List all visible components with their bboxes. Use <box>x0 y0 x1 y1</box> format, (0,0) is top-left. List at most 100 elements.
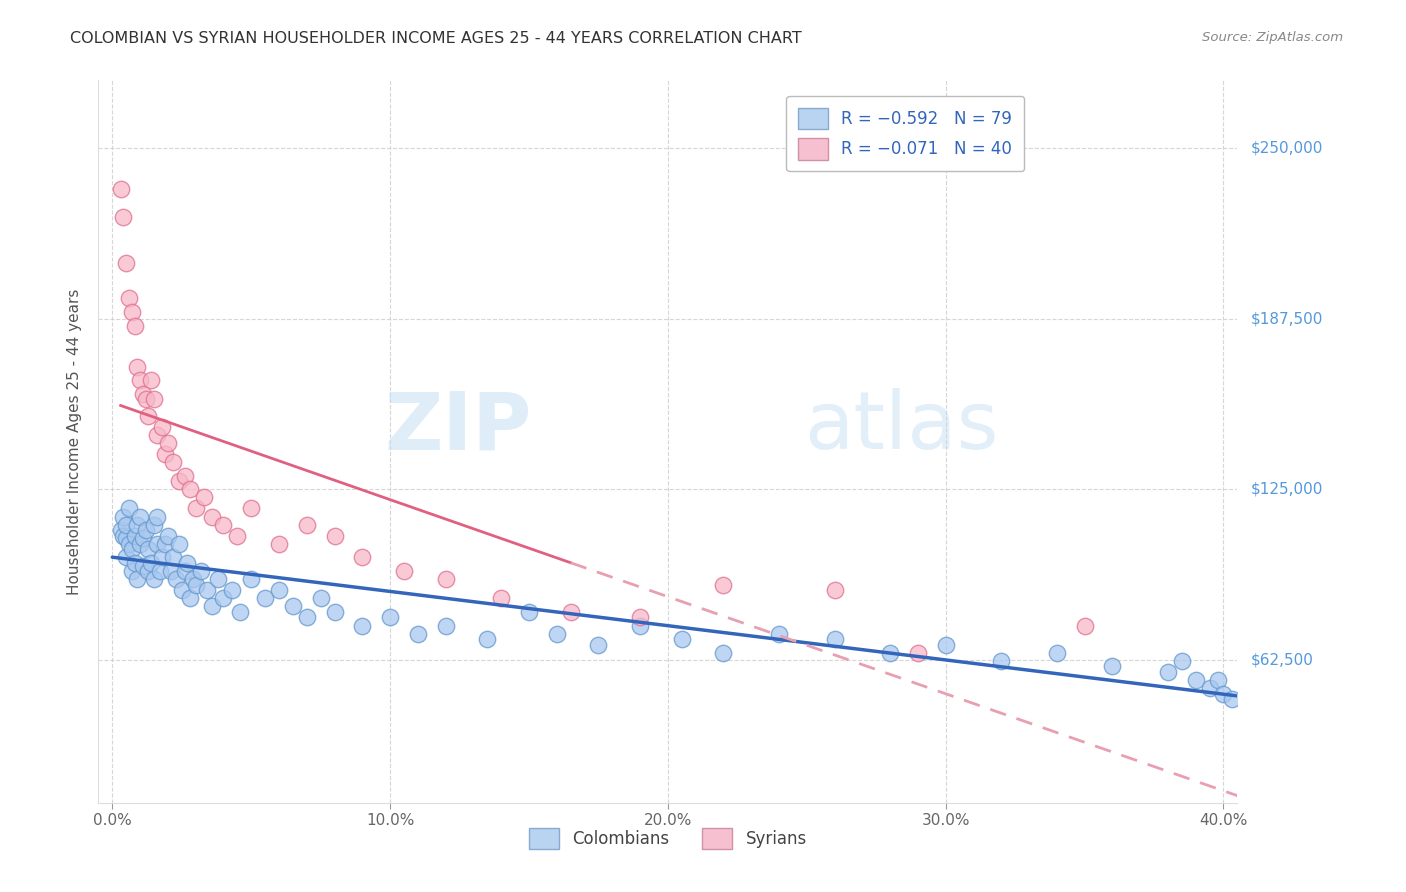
Point <box>212 591 235 606</box>
Point <box>159 564 181 578</box>
Point <box>628 610 651 624</box>
Point <box>267 583 290 598</box>
Point <box>143 572 166 586</box>
Point <box>434 618 457 632</box>
Point <box>124 318 146 333</box>
Point <box>110 523 132 537</box>
Point <box>173 468 195 483</box>
Text: $125,000: $125,000 <box>1251 482 1323 497</box>
Point <box>135 392 157 407</box>
Point <box>124 556 146 570</box>
Point <box>207 572 229 586</box>
Point <box>124 528 146 542</box>
Point <box>162 455 184 469</box>
Point <box>118 292 141 306</box>
Point <box>150 550 173 565</box>
Point <box>201 599 224 614</box>
Point <box>935 638 957 652</box>
Point <box>129 509 152 524</box>
Point <box>352 550 374 565</box>
Point <box>281 599 304 614</box>
Point <box>153 447 176 461</box>
Point <box>323 605 346 619</box>
Point <box>226 528 249 542</box>
Point <box>1046 646 1069 660</box>
Point <box>1212 687 1234 701</box>
Point <box>127 572 149 586</box>
Point <box>167 537 190 551</box>
Point <box>1206 673 1229 687</box>
Point <box>184 577 207 591</box>
Point <box>1170 654 1192 668</box>
Point <box>145 509 167 524</box>
Point <box>115 517 138 532</box>
Point <box>879 646 901 660</box>
Point <box>378 610 401 624</box>
Point <box>352 618 374 632</box>
Point <box>489 591 512 606</box>
Point <box>1184 673 1206 687</box>
Point <box>267 537 290 551</box>
Point <box>184 501 207 516</box>
Point <box>141 373 163 387</box>
Point <box>132 532 155 546</box>
Point <box>112 210 135 224</box>
Point <box>406 626 429 640</box>
Point <box>671 632 693 647</box>
Point <box>129 537 152 551</box>
Text: $187,500: $187,500 <box>1251 311 1323 326</box>
Point <box>173 564 195 578</box>
Point <box>477 632 499 647</box>
Point <box>190 564 212 578</box>
Point <box>127 517 149 532</box>
Point <box>115 550 138 565</box>
Point <box>517 605 540 619</box>
Point <box>132 558 155 573</box>
Point <box>121 305 143 319</box>
Point <box>193 491 215 505</box>
Point <box>112 509 135 524</box>
Point <box>179 591 201 606</box>
Point <box>1073 618 1095 632</box>
Point <box>127 359 149 374</box>
Point <box>143 392 166 407</box>
Text: ZIP: ZIP <box>384 388 531 467</box>
Point <box>129 373 152 387</box>
Point <box>150 419 173 434</box>
Point <box>115 532 138 546</box>
Point <box>434 572 457 586</box>
Point <box>118 537 141 551</box>
Text: $62,500: $62,500 <box>1251 652 1315 667</box>
Point <box>143 517 166 532</box>
Point <box>1101 659 1123 673</box>
Point <box>392 564 415 578</box>
Point <box>121 542 143 557</box>
Text: COLOMBIAN VS SYRIAN HOUSEHOLDER INCOME AGES 25 - 44 YEARS CORRELATION CHART: COLOMBIAN VS SYRIAN HOUSEHOLDER INCOME A… <box>70 31 801 46</box>
Point <box>1220 692 1243 706</box>
Point <box>170 583 193 598</box>
Point <box>229 605 252 619</box>
Point <box>112 528 135 542</box>
Point <box>176 556 198 570</box>
Point <box>768 626 790 640</box>
Point <box>240 572 263 586</box>
Point <box>824 632 846 647</box>
Point <box>212 517 235 532</box>
Point <box>141 556 163 570</box>
Point <box>118 501 141 516</box>
Point <box>165 572 187 586</box>
Point <box>167 474 190 488</box>
Point <box>309 591 332 606</box>
Point <box>1157 665 1180 679</box>
Point <box>221 583 243 598</box>
Point <box>295 610 318 624</box>
Text: Source: ZipAtlas.com: Source: ZipAtlas.com <box>1202 31 1343 45</box>
Point <box>145 537 167 551</box>
Point <box>179 482 201 496</box>
Point <box>138 409 160 423</box>
Point <box>323 528 346 542</box>
Point <box>295 517 318 532</box>
Point <box>713 646 735 660</box>
Point <box>907 646 929 660</box>
Point <box>713 577 735 591</box>
